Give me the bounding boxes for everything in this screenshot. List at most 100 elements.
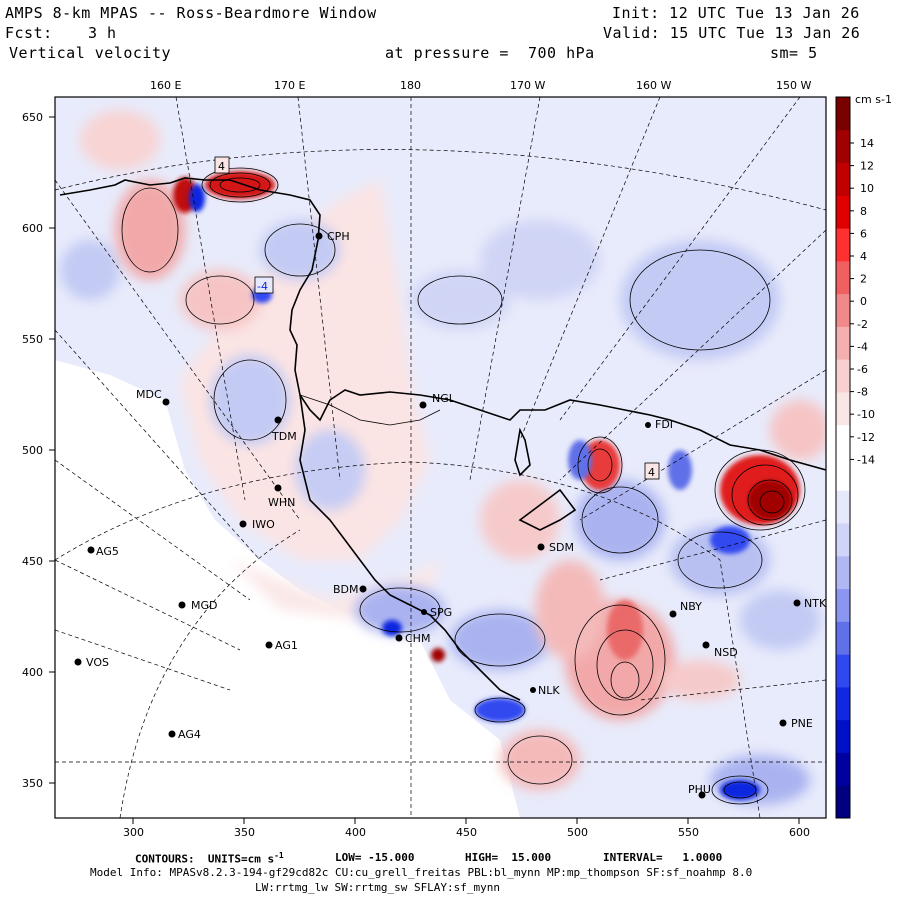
colorbar-level-label: -2 — [857, 318, 868, 331]
valid-time: Valid: 15 UTC Tue 13 Jan 26 — [603, 24, 861, 42]
map-frame — [54, 96, 827, 819]
colorbar-level-label: -10 — [857, 408, 875, 421]
station-dot-ag4 — [168, 730, 176, 738]
forecast-hour: 3 h — [88, 24, 117, 42]
colorbar-swatch — [836, 523, 850, 557]
x-label-350: 350 — [234, 826, 255, 839]
station-label-whn: WHN — [268, 496, 295, 509]
upward-motion-patches — [80, 110, 826, 790]
station-label-fdi: FDI — [655, 418, 673, 431]
station-markers: CPH MDC NGL TDM WHN IWO AG5 SDM BDM MGD … — [74, 230, 827, 799]
station-dot-tdm — [274, 416, 282, 424]
footer-low: LOW= -15.000 — [335, 851, 415, 864]
colorbar-units: cm s-1 — [855, 93, 892, 106]
footer-model-info-2: LW:rrtmg_lw SW:rrtmg_sw SFLAY:sf_mynn — [255, 881, 501, 894]
x-label-600: 600 — [789, 826, 810, 839]
top-label-160e: 160 E — [150, 79, 181, 92]
station-dot-iwo — [239, 520, 247, 528]
station-label-pne: PNE — [791, 717, 813, 730]
colorbar-swatch — [836, 260, 850, 295]
colorbar-swatch — [836, 719, 850, 753]
colorbar-swatch — [836, 457, 850, 491]
top-label-180: 180 — [400, 79, 421, 92]
station-label-nlk: NLK — [538, 684, 560, 697]
y-label-550: 550 — [22, 333, 43, 346]
colorbar-swatch — [836, 195, 850, 229]
colorbar-swatch — [836, 621, 850, 655]
colorbar-swatch — [836, 391, 850, 426]
station-label-iwo: IWO — [252, 518, 275, 531]
colorbar-level-label: -6 — [857, 363, 868, 376]
colorbar-swatch — [836, 293, 850, 327]
station-label-ngl: NGL — [432, 392, 456, 405]
map-title: AMPS 8-km MPAS -- Ross-Beardmore Window — [5, 4, 377, 22]
top-label-160w: 160 W — [636, 79, 671, 92]
station-dot-spg — [421, 609, 427, 615]
ice-shelf-front — [299, 394, 441, 426]
station-dot-vos — [74, 658, 82, 666]
station-label-sdm: SDM — [549, 541, 574, 554]
colorbar-level-label: 6 — [860, 227, 867, 240]
x-label-400: 400 — [345, 826, 366, 839]
smoothing: sm= 5 — [770, 44, 818, 62]
y-label-600: 600 — [22, 222, 43, 235]
station-dot-ntk — [793, 599, 801, 607]
station-label-mdc: MDC — [136, 388, 162, 401]
colorbar-frame — [835, 96, 851, 819]
colorbar-level-label: 0 — [860, 295, 867, 308]
station-label-ntk: NTK — [804, 597, 827, 610]
contour-label-4-east: 4 — [648, 466, 655, 479]
colorbar-swatch — [836, 654, 850, 688]
y-label-450: 450 — [22, 555, 43, 568]
station-dot-nsd — [702, 641, 710, 649]
coastline — [59, 177, 826, 701]
colorbar-swatch — [836, 490, 850, 524]
colorbar-swatch — [836, 359, 850, 393]
station-label-nsd: NSD — [714, 646, 738, 659]
colorbar-swatch — [836, 97, 850, 131]
colorbar-swatch — [836, 686, 850, 721]
station-dot-pne — [779, 719, 787, 727]
pressure-level: at pressure = 700 hPa — [385, 44, 595, 62]
map-panel: CPH MDC NGL TDM WHN IWO AG5 SDM BDM MGD … — [55, 97, 863, 818]
station-dot-nlk — [530, 687, 536, 693]
colorbar-swatch — [836, 228, 850, 262]
station-label-cph: CPH — [327, 230, 350, 243]
x-label-450: 450 — [456, 826, 477, 839]
y-label-350: 350 — [22, 777, 43, 790]
lon-label-w: W — [852, 758, 863, 771]
init-time: Init: 12 UTC Tue 13 Jan 26 — [612, 4, 860, 22]
x-label-300: 300 — [123, 826, 144, 839]
contour-label-minus4: -4 — [257, 280, 268, 293]
station-label-bdm: BDM — [333, 583, 359, 596]
station-dot-fdi — [645, 422, 651, 428]
field-name: Vertical velocity — [9, 44, 172, 62]
station-dot-ngl — [419, 401, 427, 409]
station-label-ag5: AG5 — [96, 545, 119, 558]
colorbar-level-label: 12 — [860, 160, 874, 173]
colorbar-swatch — [836, 588, 850, 622]
colorbar-level-label: -14 — [857, 453, 875, 466]
top-label-170w: 170 W — [510, 79, 545, 92]
station-label-phu: PHU — [688, 783, 711, 796]
colorbar-swatch — [836, 555, 850, 590]
bottom-axis: 300 350 400 450 500 550 600 — [123, 818, 810, 839]
colorbar-level-label: 14 — [860, 137, 874, 150]
footer-model-info: Model Info: MPASv8.2.3-194-gf29cd82c CU:… — [90, 866, 753, 879]
x-label-500: 500 — [567, 826, 588, 839]
colorbar-level-label: 8 — [860, 205, 867, 218]
station-label-mgd: MGD — [191, 599, 218, 612]
station-dot-nby — [669, 610, 677, 618]
colorbar-level-label: -4 — [857, 340, 868, 353]
colorbar-level-label: 4 — [860, 250, 867, 263]
station-label-nby: NBY — [680, 600, 702, 613]
top-label-150w: 150 W — [776, 79, 811, 92]
station-dot-phu — [698, 791, 706, 799]
station-dot-mdc — [162, 398, 170, 406]
left-axis: 650 600 550 500 450 400 350 — [22, 111, 55, 790]
strong-downdrafts — [189, 184, 760, 800]
station-dot-sdm — [537, 543, 545, 551]
forecast-label: Fcst: — [5, 24, 53, 42]
station-label-ag4: AG4 — [178, 728, 201, 741]
